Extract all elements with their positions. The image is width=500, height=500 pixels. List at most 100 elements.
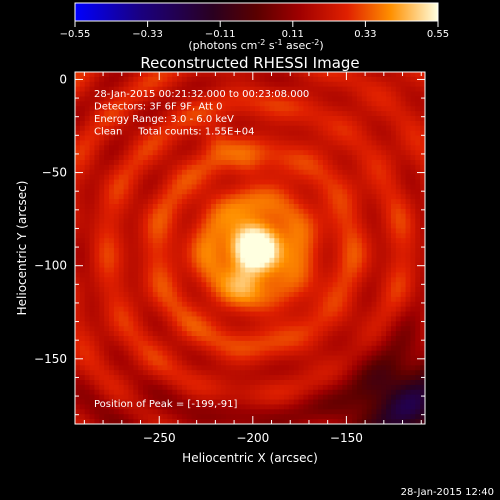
heatmap-cell: [337, 404, 343, 410]
heatmap-cell: [293, 262, 300, 269]
heatmap-cell: [250, 257, 256, 264]
heatmap-cell: [269, 228, 275, 234]
heatmap-cell: [250, 91, 256, 98]
heatmap-cell: [94, 174, 100, 181]
heatmap-cell: [298, 213, 305, 220]
heatmap-cell: [157, 169, 164, 176]
heatmap-cell: [225, 135, 232, 142]
heatmap-cell: [162, 292, 168, 298]
heatmap-cell: [99, 189, 105, 195]
heatmap-cell: [157, 125, 164, 132]
heatmap-cell: [79, 164, 86, 171]
heatmap-cell: [191, 360, 198, 366]
heatmap-cell: [303, 169, 309, 176]
heatmap-cell: [118, 150, 125, 156]
heatmap-cell: [400, 355, 407, 362]
heatmap-cell: [390, 380, 397, 386]
heatmap-cell: [118, 135, 125, 142]
heatmap-cell: [386, 384, 392, 391]
heatmap-cell: [356, 380, 363, 386]
heatmap-cell: [318, 228, 324, 234]
heatmap-cell: [157, 257, 164, 264]
heatmap-cell: [225, 399, 232, 406]
heatmap-cell: [167, 350, 173, 357]
heatmap-cell: [361, 223, 368, 230]
heatmap-cell: [298, 130, 305, 137]
heatmap-cell: [196, 101, 202, 107]
heatmap-cell: [162, 238, 168, 244]
heatmap-cell: [400, 91, 407, 98]
heatmap-cell: [386, 194, 392, 200]
heatmap-cell: [240, 174, 246, 181]
heatmap-cell: [143, 145, 149, 151]
heatmap-cell: [162, 316, 168, 322]
heatmap-cell: [405, 155, 412, 161]
heatmap-cell: [75, 321, 81, 327]
heatmap-cell: [240, 336, 246, 342]
heatmap-cell: [113, 164, 120, 171]
heatmap-cell: [235, 345, 241, 352]
heatmap-cell: [230, 208, 237, 215]
heatmap-cell: [347, 213, 353, 220]
heatmap-cell: [75, 360, 81, 366]
heatmap-cell: [133, 155, 139, 161]
heatmap-cell: [318, 204, 324, 210]
heatmap-cell: [322, 399, 329, 406]
heatmap-cell: [361, 174, 368, 181]
heatmap-cell: [230, 277, 237, 283]
heatmap-cell: [220, 316, 227, 322]
heatmap-cell: [298, 218, 305, 225]
heatmap-cell: [352, 389, 358, 396]
heatmap-cell: [342, 306, 348, 313]
heatmap-cell: [75, 91, 81, 98]
heatmap-cell: [157, 282, 164, 288]
heatmap-cell: [109, 316, 115, 322]
heatmap-cell: [235, 282, 241, 288]
heatmap-cell: [191, 145, 198, 151]
heatmap-cell: [167, 365, 173, 371]
heatmap-cell: [386, 96, 392, 102]
heatmap-cell: [254, 306, 261, 313]
heatmap-cell: [191, 194, 198, 200]
heatmap-cell: [99, 238, 105, 244]
heatmap-cell: [225, 389, 232, 396]
heatmap-cell: [147, 111, 154, 117]
heatmap-cell: [186, 252, 193, 259]
heatmap-cell: [342, 345, 348, 352]
heatmap-cell: [415, 311, 421, 318]
heatmap-cell: [371, 287, 377, 293]
heatmap-cell: [415, 257, 421, 264]
heatmap-cell: [376, 101, 382, 107]
heatmap-cell: [327, 76, 334, 83]
heatmap-cell: [104, 350, 110, 357]
heatmap-cell: [196, 292, 202, 298]
heatmap-cell: [279, 326, 285, 332]
heatmap-cell: [395, 243, 402, 249]
heatmap-cell: [240, 316, 246, 322]
heatmap-cell: [381, 272, 387, 278]
heatmap-cell: [390, 365, 397, 371]
heatmap-cell: [201, 76, 207, 83]
heatmap-cell: [143, 292, 149, 298]
heatmap-cell: [143, 252, 149, 259]
heatmap-cell: [279, 155, 285, 161]
heatmap-cell: [332, 326, 339, 332]
heatmap-cell: [128, 272, 134, 278]
heatmap-cell: [356, 238, 363, 244]
heatmap-cell: [84, 238, 91, 244]
heatmap-cell: [318, 96, 324, 102]
heatmap-cell: [186, 199, 193, 205]
heatmap-cell: [298, 399, 305, 406]
heatmap-cell: [191, 355, 198, 362]
heatmap-cell: [381, 252, 387, 259]
heatmap-cell: [113, 306, 120, 313]
heatmap-cell: [259, 360, 266, 366]
heatmap-cell: [235, 228, 241, 234]
heatmap-cell: [99, 340, 105, 347]
heatmap-cell: [381, 169, 387, 176]
heatmap-cell: [293, 111, 300, 117]
heatmap-cell: [298, 164, 305, 171]
heatmap-cell: [337, 267, 343, 274]
heatmap-cell: [128, 86, 134, 93]
heatmap-cell: [269, 316, 275, 322]
